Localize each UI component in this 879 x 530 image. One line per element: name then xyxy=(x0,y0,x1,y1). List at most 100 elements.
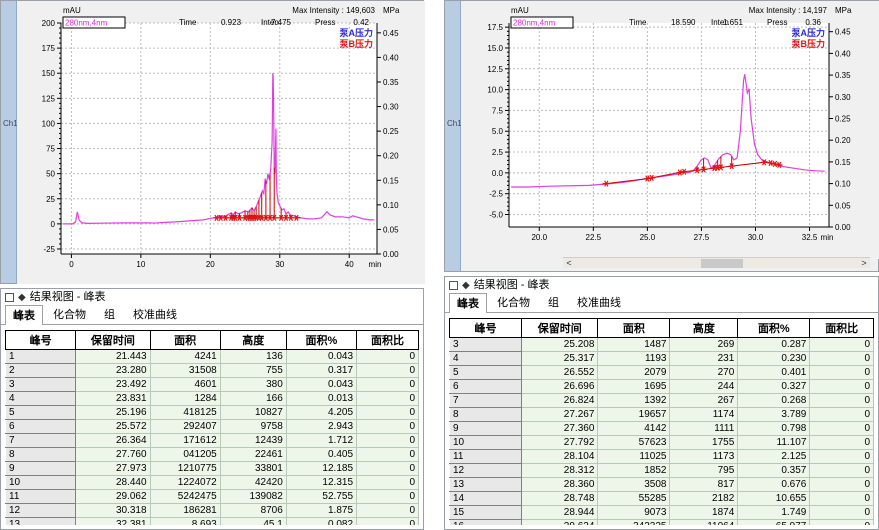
table-row[interactable]: 10 28.440 1224072 42420 12.315 0 xyxy=(5,475,419,490)
cell-面积比[interactable]: 0 xyxy=(356,489,419,504)
row-index-cell[interactable]: 13 xyxy=(5,517,77,525)
cell-保留时间[interactable]: 28.104 xyxy=(521,449,599,464)
table-row[interactable]: 10 27.792 57623 1755 11.107 0 xyxy=(449,435,874,450)
row-index-cell[interactable]: 10 xyxy=(449,435,523,450)
right-results-tabs[interactable]: 峰表 化合物 组 校准曲线 xyxy=(445,293,878,313)
cell-面积[interactable]: 342325 xyxy=(597,519,671,525)
column-header-4[interactable]: 面积% xyxy=(285,330,358,350)
cell-面积比[interactable]: 0 xyxy=(809,449,874,464)
row-index-cell[interactable]: 3 xyxy=(449,337,523,352)
cell-面积[interactable]: 11025 xyxy=(597,449,671,464)
cell-面积[interactable]: 292407 xyxy=(149,419,221,434)
cell-面积%[interactable]: 0.798 xyxy=(737,421,811,436)
right-peak-table-wrap[interactable]: 峰号 保留时间 面积 高度 面积% 面积比 3 25.208 1487 269 0.287 0 4 25… xyxy=(449,318,874,525)
cell-面积比[interactable]: 0 xyxy=(809,337,874,352)
cell-面积%[interactable]: 0.405 xyxy=(285,447,358,462)
cell-高度[interactable]: 244 xyxy=(669,379,739,394)
cell-保留时间[interactable]: 21.443 xyxy=(75,349,151,364)
cell-面积[interactable]: 1224072 xyxy=(149,475,221,490)
cell-面积比[interactable]: 0 xyxy=(809,365,874,380)
cell-面积%[interactable]: 0.317 xyxy=(285,363,358,378)
cell-保留时间[interactable]: 26.552 xyxy=(521,365,599,380)
window-restore-icon[interactable] xyxy=(449,281,458,290)
cell-面积比[interactable]: 0 xyxy=(809,379,874,394)
scroll-thumb[interactable] xyxy=(701,258,744,268)
right-tab-compound[interactable]: 化合物 xyxy=(497,297,530,309)
cell-面积%[interactable]: 0.043 xyxy=(285,377,358,392)
right-plot-hscrollbar[interactable]: < > xyxy=(563,257,870,268)
table-row[interactable]: 6 26.696 1695 244 0.327 0 xyxy=(449,379,874,394)
cell-面积[interactable]: 1210775 xyxy=(149,461,221,476)
column-header-3[interactable]: 高度 xyxy=(219,330,287,350)
row-index-cell[interactable]: 6 xyxy=(5,419,77,434)
cell-高度[interactable]: 11064 xyxy=(669,519,739,525)
row-index-cell[interactable]: 7 xyxy=(449,393,523,408)
cell-高度[interactable]: 136 xyxy=(219,349,287,364)
cell-保留时间[interactable]: 28.312 xyxy=(521,463,599,478)
cell-面积[interactable]: 5242475 xyxy=(149,489,221,504)
cell-面积比[interactable]: 0 xyxy=(809,519,874,525)
right-peak-table[interactable]: 峰号 保留时间 面积 高度 面积% 面积比 3 25.208 1487 269 0.287 0 4 25… xyxy=(449,318,874,525)
cell-面积比[interactable]: 0 xyxy=(809,351,874,366)
table-row[interactable]: 7 26.824 1392 267 0.268 0 xyxy=(449,393,874,408)
cell-面积%[interactable]: 0.043 xyxy=(285,349,358,364)
row-index-cell[interactable]: 9 xyxy=(5,461,77,476)
cell-高度[interactable]: 8706 xyxy=(219,503,287,518)
column-header-0[interactable]: 峰号 xyxy=(449,318,523,338)
row-index-cell[interactable]: 12 xyxy=(449,463,523,478)
row-index-cell[interactable]: 4 xyxy=(449,351,523,366)
table-row[interactable]: 3 25.208 1487 269 0.287 0 xyxy=(449,337,874,352)
table-row[interactable]: 3 23.492 4601 380 0.043 0 xyxy=(5,377,419,392)
cell-保留时间[interactable]: 25.572 xyxy=(75,419,151,434)
cell-保留时间[interactable]: 30.318 xyxy=(75,503,151,518)
cell-面积%[interactable]: 0.327 xyxy=(737,379,811,394)
cell-保留时间[interactable]: 28.748 xyxy=(521,491,599,506)
cell-面积%[interactable]: 3.789 xyxy=(737,407,811,422)
cell-面积比[interactable]: 0 xyxy=(356,405,419,420)
cell-保留时间[interactable]: 27.973 xyxy=(75,461,151,476)
cell-面积%[interactable]: 65.977 xyxy=(737,519,811,525)
cell-面积比[interactable]: 0 xyxy=(356,461,419,476)
table-row[interactable]: 15 28.944 9073 1874 1.749 0 xyxy=(449,505,874,520)
row-index-cell[interactable]: 3 xyxy=(5,377,77,392)
cell-面积比[interactable]: 0 xyxy=(356,447,419,462)
row-index-cell[interactable]: 11 xyxy=(5,489,77,504)
cell-面积%[interactable]: 4.205 xyxy=(285,405,358,420)
cell-保留时间[interactable]: 23.492 xyxy=(75,377,151,392)
left-tab-calibration-curve[interactable]: 校准曲线 xyxy=(133,309,177,321)
cell-高度[interactable]: 269 xyxy=(669,337,739,352)
cell-面积[interactable]: 4241 xyxy=(149,349,221,364)
cell-面积%[interactable]: 0.230 xyxy=(737,351,811,366)
cell-高度[interactable]: 1111 xyxy=(669,421,739,436)
cell-保留时间[interactable]: 27.792 xyxy=(521,435,599,450)
cell-高度[interactable]: 12439 xyxy=(219,433,287,448)
expand-collapse-icon[interactable]: ◆ xyxy=(462,280,470,291)
cell-保留时间[interactable]: 23.831 xyxy=(75,391,151,406)
cell-面积比[interactable]: 0 xyxy=(809,393,874,408)
cell-面积比[interactable]: 0 xyxy=(356,433,419,448)
cell-保留时间[interactable]: 26.364 xyxy=(75,433,151,448)
cell-高度[interactable]: 2182 xyxy=(669,491,739,506)
cell-保留时间[interactable]: 29.062 xyxy=(75,489,151,504)
column-header-0[interactable]: 峰号 xyxy=(5,330,77,350)
cell-面积[interactable]: 1852 xyxy=(597,463,671,478)
cell-高度[interactable]: 267 xyxy=(669,393,739,408)
cell-面积比[interactable]: 0 xyxy=(356,517,419,525)
cell-高度[interactable]: 1174 xyxy=(669,407,739,422)
table-row[interactable]: 13 32.381 8.693 45.1 0.082 0 xyxy=(5,517,419,525)
column-header-1[interactable]: 保留时间 xyxy=(75,330,151,350)
cell-保留时间[interactable]: 32.381 xyxy=(75,517,151,525)
cell-高度[interactable]: 45.1 xyxy=(219,517,287,525)
left-tab-compound[interactable]: 化合物 xyxy=(53,309,86,321)
right-tab-group[interactable]: 组 xyxy=(548,297,559,309)
table-row[interactable]: 12 30.318 186281 8706 1.875 0 xyxy=(5,503,419,518)
cell-面积[interactable]: 171612 xyxy=(149,433,221,448)
cell-高度[interactable]: 22461 xyxy=(219,447,287,462)
cell-保留时间[interactable]: 26.696 xyxy=(521,379,599,394)
cell-面积%[interactable]: 0.401 xyxy=(737,365,811,380)
cell-面积%[interactable]: 52.755 xyxy=(285,489,358,504)
cell-高度[interactable]: 817 xyxy=(669,477,739,492)
cell-高度[interactable]: 1173 xyxy=(669,449,739,464)
cell-高度[interactable]: 380 xyxy=(219,377,287,392)
cell-高度[interactable]: 166 xyxy=(219,391,287,406)
